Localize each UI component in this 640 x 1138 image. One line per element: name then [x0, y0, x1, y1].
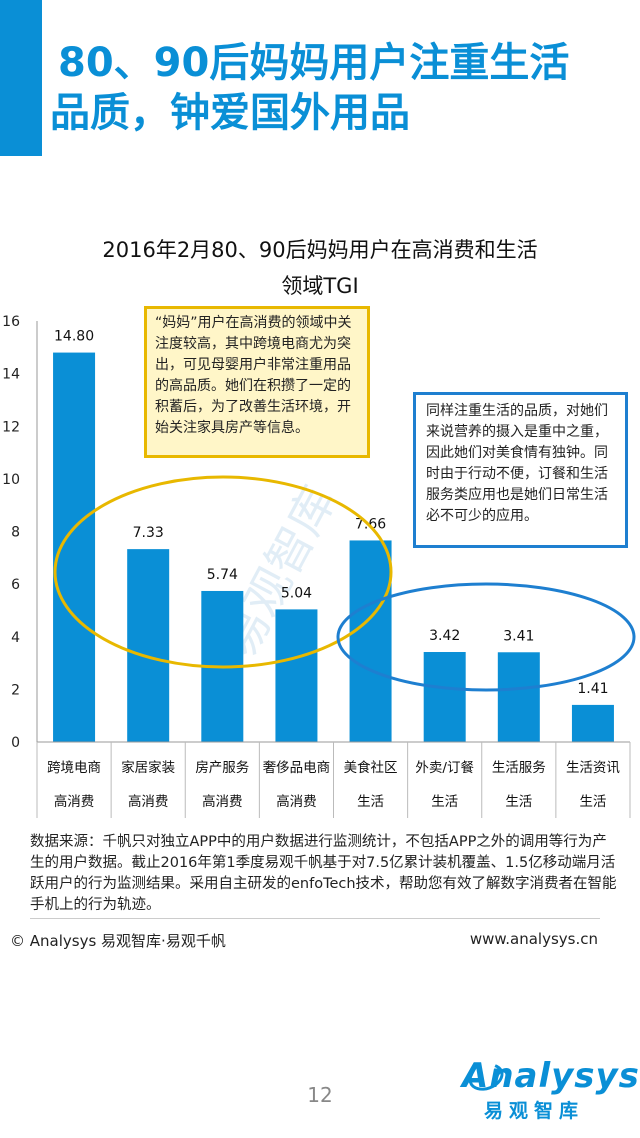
bar-value-label: 7.66 [355, 516, 386, 532]
y-tick-label: 14 [2, 367, 20, 383]
y-tick-label: 4 [11, 630, 20, 646]
highlight-ellipse-lifestyle [336, 582, 636, 692]
bar-value-label: 7.33 [133, 525, 164, 541]
x-group-label: 高消费 [276, 793, 317, 810]
x-category-label: 外卖/订餐 [415, 760, 474, 776]
x-category-label: 跨境电商 [47, 760, 101, 776]
bar [571, 704, 614, 742]
bar-value-label: 3.41 [503, 628, 534, 644]
bar [275, 609, 318, 742]
x-group-label: 生活 [505, 794, 532, 810]
y-tick-label: 16 [2, 314, 20, 330]
bar-value-label: 5.04 [281, 585, 312, 601]
footer-website: www.analysys.cn [469, 930, 598, 948]
page-title: 80、90后妈妈用户注重生活 品质，钟爱国外用品 [50, 38, 630, 138]
page-title-line-1: 80、90后妈妈用户注重生活 [58, 40, 570, 86]
data-source-note: 数据来源：千帆只对独立APP中的用户数据进行监测统计，不包括APP之外的调用等行… [30, 834, 617, 913]
chart-title-line-1: 2016年2月80、90后妈妈用户在高消费和生活 [102, 238, 538, 262]
bar-value-label: 5.74 [207, 567, 238, 583]
y-tick-label: 8 [11, 525, 20, 541]
page-number: 12 [307, 1083, 333, 1107]
bar [127, 549, 170, 742]
logo-subtitle: 易观智库 [484, 1100, 585, 1122]
chart-title: 2016年2月80、90后妈妈用户在高消费和生活 领域TGI [40, 232, 600, 304]
x-category-label: 家居家装 [121, 759, 175, 776]
callout-lifestyle: 同样注重生活的品质，对她们来说营养的摄入是重中之重，因此她们对美食情有独钟。同时… [413, 392, 628, 548]
bar-value-label: 1.41 [577, 681, 608, 697]
x-category-label: 美食社区 [344, 759, 398, 776]
x-category-label: 生活服务 [492, 760, 546, 776]
footer-copyright: © Analysys 易观智库·易观千帆 [10, 932, 226, 950]
callout-high-consumption: “妈妈”用户在高消费的领域中关注度较高，其中跨境电商尤为突出，可见母婴用户非常注… [144, 306, 370, 458]
x-category-label: 奢侈品电商 [263, 760, 331, 776]
x-group-label: 生活 [357, 794, 384, 810]
x-group-label: 高消费 [54, 793, 95, 810]
bar-value-label: 3.42 [429, 628, 460, 644]
y-tick-label: 2 [11, 682, 20, 698]
page-title-line-2: 品质，钟爱国外用品 [50, 90, 410, 136]
x-group-label: 生活 [431, 794, 458, 810]
y-tick-label: 12 [2, 419, 20, 435]
y-tick-label: 6 [11, 577, 20, 593]
bar-value-label: 14.80 [54, 329, 94, 345]
footer-divider [30, 918, 600, 919]
y-tick-label: 10 [2, 472, 20, 488]
chart-title-line-2: 领域TGI [281, 274, 359, 298]
bar [349, 540, 392, 742]
x-category-label: 房产服务 [195, 760, 249, 776]
x-group-label: 生活 [579, 794, 606, 810]
analysys-logo: Analysys 易观智库 [462, 1056, 640, 1122]
x-category-label: 生活资讯 [566, 760, 620, 776]
bar [497, 652, 540, 742]
logo-word: Analysys [462, 1056, 640, 1096]
y-tick-label: 0 [11, 735, 20, 751]
header-accent-bar [0, 0, 42, 156]
highlight-ellipse-high-consumption [53, 475, 393, 669]
bar [423, 652, 466, 742]
x-group-label: 高消费 [202, 793, 243, 810]
x-group-label: 高消费 [128, 793, 169, 810]
